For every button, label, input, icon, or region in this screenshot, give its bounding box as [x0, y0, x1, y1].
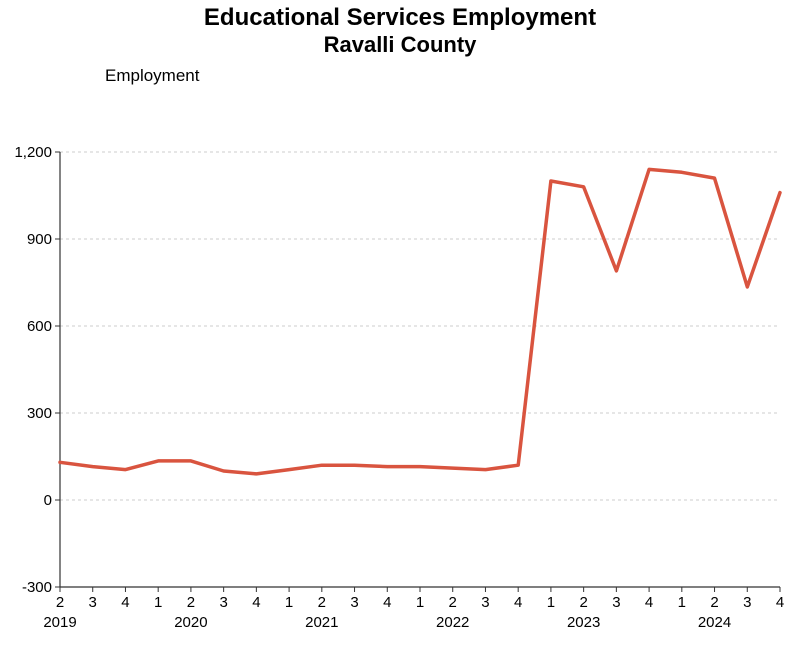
x-tick-label: 3 [219, 594, 227, 611]
x-tick-label: 2 [56, 594, 64, 611]
chart-title-block: Educational Services Employment Ravalli … [0, 0, 800, 57]
x-tick-label: 1 [154, 594, 162, 611]
x-tick-label: 4 [383, 594, 391, 611]
chart-title-line2: Ravalli County [0, 32, 800, 57]
x-tick-label: 4 [252, 594, 260, 611]
x-tick-label: 4 [776, 594, 784, 611]
x-tick-label: 4 [514, 594, 522, 611]
chart-svg: -30003006009001,200234123412341234123412… [0, 57, 800, 657]
x-year-label: 2021 [305, 614, 338, 631]
x-tick-label: 3 [743, 594, 751, 611]
x-tick-label: 3 [89, 594, 97, 611]
y-tick-label: 900 [27, 231, 52, 248]
x-tick-label: 2 [318, 594, 326, 611]
x-tick-label: 2 [449, 594, 457, 611]
x-tick-label: 1 [285, 594, 293, 611]
x-year-label: 2022 [436, 614, 469, 631]
y-tick-label: 1,200 [14, 144, 52, 161]
y-tick-label: 0 [44, 492, 52, 509]
y-tick-label: 300 [27, 405, 52, 422]
y-tick-label: 600 [27, 318, 52, 335]
x-year-label: 2023 [567, 614, 600, 631]
y-axis-title: Employment [105, 66, 199, 86]
x-tick-label: 1 [547, 594, 555, 611]
x-tick-label: 3 [612, 594, 620, 611]
x-tick-label: 2 [187, 594, 195, 611]
x-tick-label: 2 [579, 594, 587, 611]
x-tick-label: 4 [645, 594, 653, 611]
x-tick-label: 1 [416, 594, 424, 611]
x-year-label: 2024 [698, 614, 731, 631]
chart-container: Educational Services Employment Ravalli … [0, 0, 800, 600]
data-line [60, 169, 780, 474]
x-tick-label: 3 [481, 594, 489, 611]
x-tick-label: 4 [121, 594, 129, 611]
y-tick-label: -300 [22, 579, 52, 596]
x-tick-label: 3 [350, 594, 358, 611]
x-year-label: 2020 [174, 614, 207, 631]
x-tick-label: 2 [710, 594, 718, 611]
x-year-label: 2019 [43, 614, 76, 631]
x-tick-label: 1 [678, 594, 686, 611]
chart-title-line1: Educational Services Employment [0, 4, 800, 32]
